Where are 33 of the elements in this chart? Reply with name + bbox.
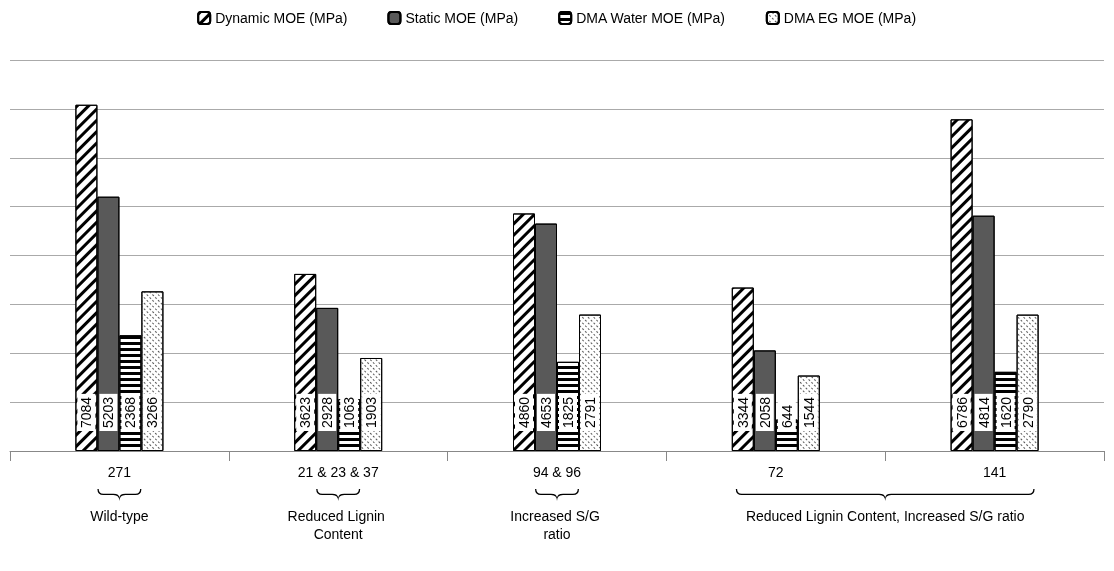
x-tick-label: 21 & 23 & 37 [297, 464, 379, 480]
text: Wild-type [90, 508, 149, 524]
data-label: 3266 [144, 396, 161, 428]
text: Increased S/G ratio [510, 508, 604, 542]
legend-label: DMA Water MOE (MPa) [576, 10, 726, 26]
data-label: 6786 [953, 396, 970, 428]
data-label: 2791 [582, 396, 598, 428]
data-label: 644 [778, 404, 795, 428]
data-label: 2368 [122, 396, 139, 428]
data-label: 5203 [100, 396, 117, 428]
data-label: 4653 [538, 396, 554, 428]
data-label: 4814 [975, 396, 992, 428]
data-label: 2928 [319, 396, 336, 428]
data-label: 1063 [341, 396, 358, 428]
data-label: 1825 [560, 396, 576, 428]
x-tick-label: 271 [107, 464, 132, 480]
data-label: 3623 [297, 396, 314, 428]
legend-label: Dynamic MOE (MPa) [215, 10, 348, 26]
text: Reduced Lignin Content [287, 508, 389, 542]
data-label: 1544 [800, 396, 817, 428]
x-tick-label: 141 [982, 464, 1007, 480]
legend-label: Static MOE (MPa) [405, 10, 519, 26]
x-tick-label: 94 & 96 [532, 464, 582, 480]
data-label: 7084 [78, 396, 95, 428]
data-label: 2058 [756, 396, 773, 428]
text: Reduced Lignin Content, Increased S/G ratio [745, 508, 1025, 524]
data-label: 2790 [1019, 396, 1036, 428]
data-label: 3344 [734, 396, 751, 428]
data-label: 4860 [516, 396, 532, 428]
data-label: 1620 [997, 396, 1014, 428]
x-tick-label: 72 [768, 464, 784, 480]
data-label: 1903 [363, 396, 380, 428]
legend-label: DMA EG MOE (MPa) [783, 10, 917, 26]
